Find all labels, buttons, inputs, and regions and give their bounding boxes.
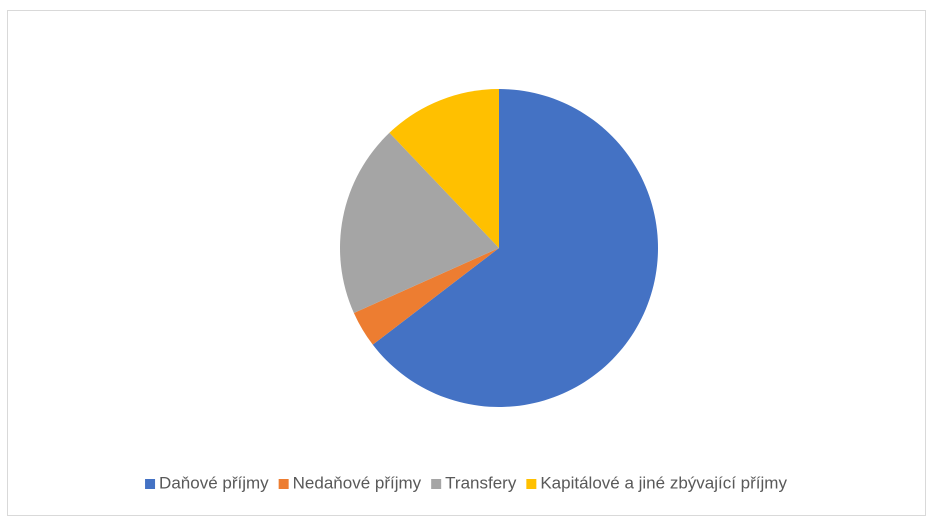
legend-swatch [526,479,537,489]
pie-slice [389,89,499,248]
pie-slice [372,89,658,407]
legend-label: Nedaňové příjmy [293,473,422,492]
legend-label: Daňové příjmy [159,473,269,492]
pie-slice [340,132,499,313]
legend-label: Kapitálové a jiné zbývající příjmy [540,473,787,492]
legend-swatch [278,479,289,489]
pie-slice [353,248,499,345]
legend-swatch [431,479,442,489]
legend-swatch [145,479,156,489]
legend-label: Transfery [445,473,517,492]
